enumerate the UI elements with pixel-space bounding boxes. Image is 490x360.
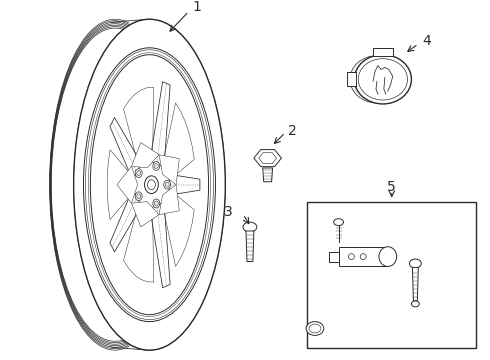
Polygon shape: [159, 155, 179, 185]
Bar: [347, 72, 356, 86]
Polygon shape: [110, 118, 142, 180]
Polygon shape: [123, 87, 154, 163]
Polygon shape: [163, 192, 194, 266]
Ellipse shape: [154, 201, 158, 206]
Ellipse shape: [83, 48, 216, 321]
Ellipse shape: [306, 321, 324, 336]
Polygon shape: [159, 185, 179, 215]
Text: 3: 3: [223, 205, 232, 219]
Text: 4: 4: [422, 34, 431, 48]
Ellipse shape: [354, 55, 412, 104]
Text: 2: 2: [288, 123, 297, 138]
Ellipse shape: [360, 254, 366, 260]
Polygon shape: [131, 143, 159, 168]
Ellipse shape: [137, 171, 141, 176]
Polygon shape: [259, 153, 276, 164]
Ellipse shape: [164, 180, 171, 189]
Ellipse shape: [412, 301, 419, 307]
Ellipse shape: [135, 192, 142, 201]
Polygon shape: [150, 202, 170, 288]
Polygon shape: [263, 168, 272, 182]
Ellipse shape: [145, 176, 158, 194]
Polygon shape: [246, 231, 254, 261]
Polygon shape: [131, 202, 159, 227]
Ellipse shape: [350, 56, 404, 103]
Polygon shape: [107, 150, 131, 220]
Bar: [329, 252, 339, 261]
Ellipse shape: [137, 194, 141, 199]
Polygon shape: [123, 206, 154, 282]
Bar: [339, 247, 388, 266]
Text: 1: 1: [193, 0, 202, 14]
Ellipse shape: [379, 247, 397, 266]
Ellipse shape: [165, 182, 169, 187]
Polygon shape: [254, 150, 281, 167]
Polygon shape: [110, 189, 142, 252]
Bar: [307, 202, 476, 348]
Ellipse shape: [348, 254, 354, 260]
Bar: [373, 48, 392, 56]
Polygon shape: [169, 174, 200, 195]
Ellipse shape: [334, 219, 343, 226]
Ellipse shape: [85, 50, 214, 320]
Ellipse shape: [90, 55, 209, 315]
Ellipse shape: [410, 259, 421, 268]
Ellipse shape: [74, 19, 225, 350]
Ellipse shape: [147, 180, 155, 190]
Ellipse shape: [153, 162, 160, 170]
Ellipse shape: [243, 222, 257, 232]
Ellipse shape: [153, 199, 160, 208]
Ellipse shape: [309, 324, 321, 333]
Polygon shape: [117, 166, 138, 203]
Ellipse shape: [135, 169, 142, 177]
Text: 5: 5: [388, 180, 396, 194]
Polygon shape: [413, 267, 418, 301]
Polygon shape: [150, 82, 170, 167]
Ellipse shape: [154, 163, 158, 168]
Polygon shape: [163, 103, 194, 177]
Ellipse shape: [358, 59, 408, 100]
